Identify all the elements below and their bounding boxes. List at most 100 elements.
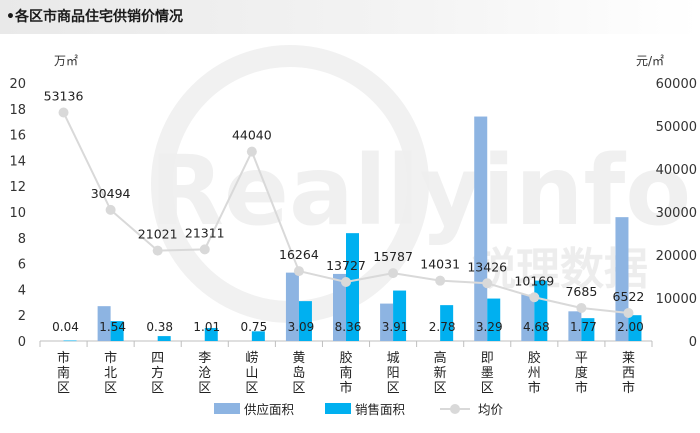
title-bar: •各区市商品住宅供销价情况 (0, 0, 700, 34)
price-data-label: 53136 (44, 89, 84, 104)
price-point (293, 266, 304, 277)
sales-bar (204, 327, 218, 341)
watermark: Reallyinfo 锐理数据 (150, 45, 691, 323)
sales-bar (63, 340, 77, 342)
category-label: 胶南市 (339, 350, 352, 396)
sales-bar (487, 298, 501, 341)
sales-bar (581, 318, 595, 341)
price-point (623, 307, 634, 318)
sales-bar (298, 301, 312, 341)
sales-data-label: 2.00 (617, 320, 644, 334)
price-data-label: 21311 (185, 225, 225, 240)
y-right-tick-label: 30000 (656, 206, 697, 221)
supply-bar (333, 273, 346, 341)
y-right-tick-label: 40000 (656, 163, 697, 178)
sales-data-label: 0.38 (146, 320, 173, 334)
category-label: 李沧区 (198, 351, 211, 396)
sales-data-label: 0.04 (52, 320, 79, 334)
sales-bar (346, 233, 359, 341)
sales-data-label: 8.36 (335, 320, 362, 334)
category-label: 城阳区 (387, 351, 400, 396)
supply-bar (568, 311, 582, 341)
price-data-label: 13727 (326, 258, 366, 273)
y-left-tick-label: 18 (9, 103, 26, 118)
price-point (341, 276, 351, 287)
supply-bar (474, 116, 488, 341)
legend-label-supply: 供应面积 (244, 402, 294, 417)
sales-bar (251, 331, 265, 341)
price-point (152, 245, 163, 256)
sales-bar (110, 321, 124, 341)
legend-label-sales: 销售面积 (355, 402, 405, 417)
y-left-tick-label: 16 (9, 129, 26, 144)
y-left-tick-label: 20 (9, 77, 26, 92)
category-label: 四方区 (151, 351, 164, 396)
category-label: 市北区 (104, 350, 117, 396)
price-data-label: 13426 (467, 259, 507, 274)
price-data-label: 16264 (279, 247, 319, 262)
axes: 万㎡ 元/㎡ 0 2 4 6 8 10 12 14 16 18 20 0 10000 20000 30000 40… (9, 54, 697, 396)
price-point (246, 146, 257, 157)
price-line (58, 107, 634, 318)
page-title: •各区市商品住宅供销价情况 (6, 9, 183, 25)
price-data-label: 6522 (613, 289, 645, 304)
sales-data-label: 3.09 (288, 320, 315, 334)
category-label: 崂山区 (245, 351, 258, 396)
price-data-label: 30494 (91, 186, 131, 201)
sales-data-label: 4.68 (523, 320, 550, 334)
y-left-tick-label: 10 (9, 206, 26, 221)
supply-bar (285, 272, 299, 341)
y-left-unit: 万㎡ (54, 54, 78, 68)
category-label: 市南区 (57, 350, 70, 396)
sales-data-label: 0.75 (240, 320, 267, 334)
y-right-tick-label: 20000 (656, 249, 697, 264)
sales-data-label: 1.01 (193, 320, 220, 334)
price-data-label: 7685 (565, 284, 597, 299)
sales-data-label: 1.77 (570, 320, 597, 334)
y-left-tick-label: 4 (18, 283, 26, 298)
y-left-tick-label: 2 (18, 309, 26, 324)
supply-bar (380, 303, 394, 341)
price-point (435, 275, 446, 286)
price-point (388, 268, 399, 279)
legend-swatch-sales (325, 403, 351, 414)
sales-bar (393, 290, 407, 341)
category-label: 莱西市 (622, 351, 635, 396)
price-point (58, 107, 69, 118)
price-data-label: 44040 (232, 128, 272, 143)
y-right-tick-label: 10000 (656, 292, 697, 307)
data-labels: 0.04 1.54 0.38 1.01 0.75 3.09 8.36 3.91 2.78 3.29… (44, 89, 645, 334)
sales-data-label: 3.91 (382, 320, 409, 334)
y-right-tick-label: 60000 (656, 77, 697, 92)
y-left-tick-label: 12 (9, 180, 26, 195)
price-point (482, 278, 493, 289)
price-point (199, 244, 210, 255)
sales-bar (628, 315, 642, 341)
sales-data-label: 2.78 (429, 320, 456, 334)
price-point (529, 292, 540, 303)
price-point (105, 204, 116, 215)
y-left-tick-label: 14 (9, 154, 26, 169)
y-right-tick-label: 0 (689, 335, 697, 350)
sales-bar (157, 336, 171, 341)
legend-swatch-supply (214, 403, 240, 414)
sales-bar (440, 305, 454, 341)
price-data-label: 10169 (514, 273, 554, 288)
category-label: 胶州市 (528, 350, 541, 396)
price-data-label: 21021 (138, 227, 178, 242)
y-left-tick-label: 0 (18, 335, 26, 350)
supply-sales-price-chart: Reallyinfo 锐理数据 万㎡ 元/㎡ 0 2 4 6 8 10 12 14 16 18 20 0 1… (9, 45, 697, 417)
price-data-label: 15787 (373, 249, 413, 264)
category-label: 即墨区 (481, 351, 494, 396)
category-label: 高新区 (434, 350, 447, 396)
y-left-tick-label: 6 (18, 258, 26, 273)
y-left-tick-label: 8 (18, 232, 26, 247)
supply-bar (521, 294, 535, 341)
supply-bar (97, 306, 111, 341)
watermark-text: Reallyinfo (150, 135, 691, 247)
sales-data-label: 1.54 (99, 320, 126, 334)
y-right-tick-label: 50000 (656, 120, 697, 135)
legend-marker-price (450, 404, 460, 414)
sales-data-label: 3.29 (476, 320, 503, 334)
category-label: 平度市 (575, 351, 588, 396)
